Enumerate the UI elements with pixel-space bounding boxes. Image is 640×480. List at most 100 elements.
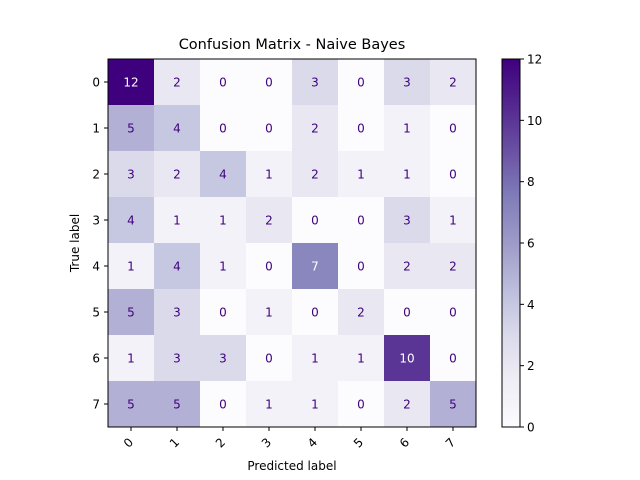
- cell-value-label: 1: [127, 260, 135, 274]
- cell-value-label: 1: [449, 214, 457, 228]
- matrix-cell: [246, 59, 293, 106]
- matrix-cell: [200, 105, 247, 152]
- cell-value-label: 0: [357, 122, 365, 136]
- matrix-cell: [246, 289, 293, 336]
- matrix-cell: [338, 381, 385, 428]
- cell-value-label: 1: [173, 214, 181, 228]
- cell-value-label: 3: [403, 214, 411, 228]
- y-tick-label: 1: [92, 122, 100, 136]
- cell-value-label: 3: [311, 76, 319, 90]
- y-axis-label: True label: [68, 214, 82, 273]
- x-axis: 0 1 2 3 4 5 6 7: [121, 427, 458, 451]
- matrix-cell: [246, 381, 293, 428]
- colorbar-tick-label: 2: [527, 359, 535, 373]
- matrix-cell: [108, 243, 155, 290]
- matrix-cell: [154, 381, 201, 428]
- matrix-cell: [338, 151, 385, 198]
- cell-value-label: 0: [219, 122, 227, 136]
- x-tick-label: 7: [443, 435, 458, 450]
- cell-value-label: 0: [219, 76, 227, 90]
- colorbar-tick-label: 12: [527, 53, 542, 67]
- colorbar-tick-label: 8: [527, 175, 535, 189]
- matrix-cell: [384, 335, 431, 382]
- cell-value-label: 7: [311, 260, 319, 274]
- colorbar-tick-label: 0: [527, 421, 535, 435]
- cell-value-label: 0: [265, 260, 273, 274]
- matrix-cells: 12 2 0 0 3 0 3 25 4 0 0 2 0 1 03 2 4 1 2 1 1 04 1 1 2 0 0 3 11 4 1 0 7 0 2…: [108, 59, 477, 428]
- cell-value-label: 1: [311, 398, 319, 412]
- matrix-cell: [430, 105, 477, 152]
- y-tick-label: 3: [92, 214, 100, 228]
- x-tick-label: 5: [351, 435, 366, 450]
- matrix-cell: [200, 151, 247, 198]
- matrix-cell: [430, 151, 477, 198]
- matrix-cell: [154, 289, 201, 336]
- cell-value-label: 3: [173, 352, 181, 366]
- matrix-cell: [292, 151, 339, 198]
- cell-value-label: 0: [311, 214, 319, 228]
- colorbar: 0 2 4 6 8 10 12: [501, 53, 542, 435]
- colorbar-tick-label: 10: [527, 114, 542, 128]
- matrix-cell: [384, 381, 431, 428]
- matrix-cell: [200, 243, 247, 290]
- cell-value-label: 1: [219, 260, 227, 274]
- cell-value-label: 1: [219, 214, 227, 228]
- matrix-cell: [430, 289, 477, 336]
- cell-value-label: 2: [449, 260, 457, 274]
- matrix-cell: [154, 59, 201, 106]
- cell-value-label: 5: [127, 122, 135, 136]
- x-axis-label: Predicted label: [247, 459, 336, 473]
- matrix-cell: [154, 243, 201, 290]
- matrix-cell: [338, 105, 385, 152]
- matrix-cell: [430, 381, 477, 428]
- cell-value-label: 1: [311, 352, 319, 366]
- matrix-cell: [430, 335, 477, 382]
- matrix-cell: [154, 151, 201, 198]
- matrix-cell: [108, 59, 155, 106]
- x-tick-label: 0: [121, 435, 136, 450]
- x-tick-label: 4: [305, 435, 320, 450]
- cell-value-label: 2: [311, 122, 319, 136]
- matrix-cell: [292, 335, 339, 382]
- matrix-cell: [384, 289, 431, 336]
- x-tick-label: 6: [397, 435, 412, 450]
- matrix-cell: [384, 105, 431, 152]
- y-tick-label: 0: [92, 76, 100, 90]
- cell-value-label: 5: [127, 398, 135, 412]
- cell-value-label: 0: [357, 76, 365, 90]
- matrix-cell: [246, 105, 293, 152]
- cell-value-label: 3: [127, 168, 135, 182]
- cell-value-label: 2: [403, 260, 411, 274]
- cell-value-label: 1: [403, 122, 411, 136]
- cell-value-label: 2: [403, 398, 411, 412]
- cell-value-label: 2: [173, 76, 181, 90]
- cell-value-label: 5: [127, 306, 135, 320]
- matrix-cell: [246, 197, 293, 244]
- cell-value-label: 1: [357, 168, 365, 182]
- cell-value-label: 2: [449, 76, 457, 90]
- matrix-cell: [200, 59, 247, 106]
- cell-value-label: 2: [265, 214, 273, 228]
- cell-value-label: 1: [265, 398, 273, 412]
- cell-value-label: 2: [173, 168, 181, 182]
- colorbar-ticks: 0 2 4 6 8 10 12: [520, 53, 542, 435]
- cell-value-label: 0: [219, 306, 227, 320]
- matrix-cell: [384, 197, 431, 244]
- cell-value-label: 4: [219, 168, 227, 182]
- matrix-cell: [108, 289, 155, 336]
- cell-value-label: 4: [173, 122, 181, 136]
- matrix-cell: [154, 105, 201, 152]
- matrix-cell: [384, 59, 431, 106]
- cell-value-label: 0: [449, 352, 457, 366]
- matrix-cell: [338, 335, 385, 382]
- matrix-cell: [292, 59, 339, 106]
- matrix-cell: [200, 289, 247, 336]
- matrix-cell: [200, 197, 247, 244]
- cell-value-label: 12: [123, 76, 138, 90]
- matrix-cell: [154, 197, 201, 244]
- matrix-cell: [292, 197, 339, 244]
- matrix-cell: [384, 243, 431, 290]
- matrix-cell: [292, 289, 339, 336]
- y-tick-label: 5: [92, 306, 100, 320]
